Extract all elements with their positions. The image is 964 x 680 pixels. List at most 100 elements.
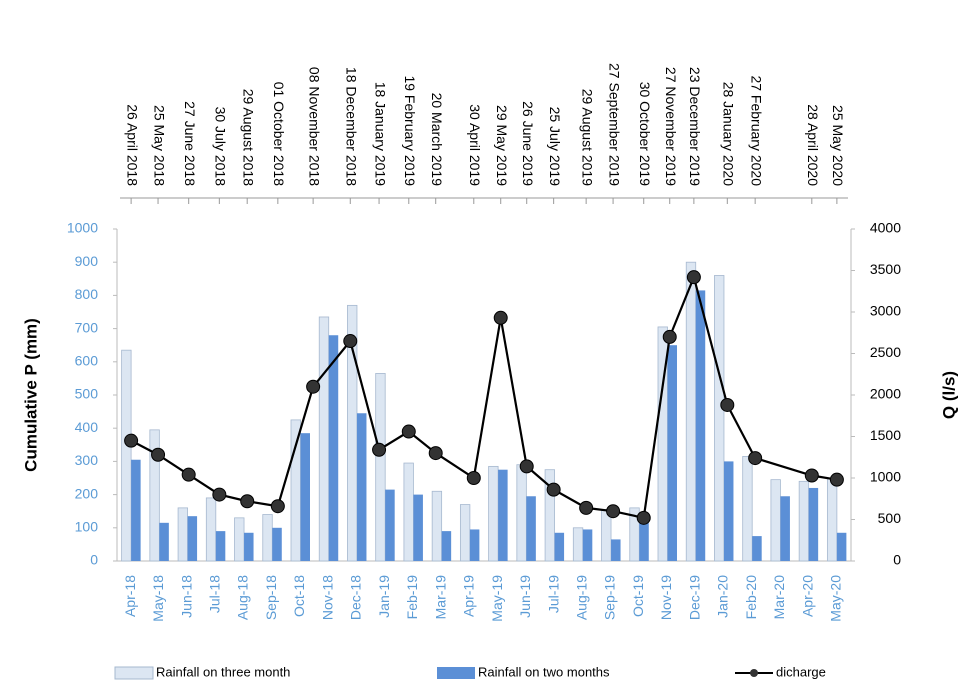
x-tick-label: Jan-20 — [715, 575, 731, 618]
x-tick-label: May-18 — [150, 575, 166, 622]
top-tick-label: 18 January 2019 — [372, 82, 388, 187]
y2-tick-label: 2000 — [870, 386, 901, 402]
top-tick-label: 29 August 2018 — [240, 89, 256, 187]
bar — [205, 497, 217, 562]
top-tick-label: 27 September 2019 — [606, 63, 622, 186]
point — [270, 499, 285, 514]
top-tick-label: 27 June 2018 — [182, 101, 198, 186]
bar — [469, 529, 480, 561]
y-tick-label: 900 — [75, 253, 99, 269]
point — [181, 467, 196, 482]
y-tick-label: 500 — [75, 386, 99, 402]
bar — [695, 290, 706, 561]
bar — [770, 479, 781, 562]
top-tick-label: 30 July 2018 — [213, 107, 229, 187]
point — [804, 468, 819, 483]
x-tick-label: Jun-19 — [517, 575, 533, 618]
bar — [177, 507, 188, 562]
top-tick-label: 01 October 2018 — [271, 82, 287, 187]
x-tick-label: Dec-18 — [348, 575, 364, 620]
y2-axis-title: Q (l/s) — [939, 371, 958, 419]
y2-tick-label: 500 — [878, 510, 902, 526]
y-tick-label: 200 — [75, 485, 99, 501]
y-tick-label: 700 — [75, 319, 99, 335]
point — [579, 500, 594, 515]
bar — [441, 531, 452, 561]
bar — [121, 349, 132, 562]
y-tick-label: 800 — [75, 286, 99, 302]
top-tick-label: 27 November 2019 — [663, 67, 679, 186]
bar — [582, 529, 593, 561]
top-tick-label: 25 May 2018 — [151, 105, 167, 186]
point — [124, 433, 139, 448]
top-tick-label: 29 May 2019 — [494, 105, 510, 186]
bar — [403, 462, 414, 562]
bar — [836, 532, 847, 561]
bar — [516, 464, 527, 562]
top-tick-label: 28 April 2020 — [805, 104, 821, 186]
x-tick-label: Nov-18 — [319, 575, 335, 620]
x-tick-label: Jan-19 — [376, 575, 392, 618]
bar — [131, 459, 141, 561]
bar — [685, 261, 697, 562]
legend-swatch — [437, 667, 475, 679]
point — [720, 397, 735, 412]
point — [401, 424, 416, 439]
y-tick-label: 100 — [75, 519, 99, 535]
bar — [639, 512, 649, 561]
top-tick-label: 28 January 2020 — [721, 82, 737, 187]
bar — [215, 531, 226, 561]
point — [466, 471, 481, 485]
x-tick-label: Jul-18 — [207, 575, 223, 613]
top-tick-label: 19 February 2019 — [402, 75, 418, 186]
x-tick-label: Aug-18 — [235, 575, 251, 620]
x-tick-label: May-19 — [489, 575, 505, 622]
bar — [149, 429, 160, 562]
x-tick-label: Sep-19 — [602, 575, 618, 620]
x-tick-label: Feb-20 — [743, 575, 759, 620]
bar — [459, 504, 471, 562]
top-tick-label: 18 December 2018 — [344, 67, 360, 186]
bar — [798, 480, 810, 562]
bar — [431, 490, 443, 562]
bar — [544, 469, 555, 562]
legend-label: Rainfall on two months — [478, 664, 610, 679]
top-tick-label: 30 April 2019 — [467, 104, 483, 186]
bar — [385, 489, 395, 561]
point — [306, 379, 321, 394]
bar — [244, 532, 254, 561]
point — [212, 487, 227, 502]
bar — [554, 532, 565, 561]
x-tick-label: Mar-20 — [771, 575, 787, 620]
bar — [780, 496, 790, 561]
y-tick-label: 1000 — [67, 220, 98, 236]
y2-tick-label: 0 — [893, 552, 901, 568]
point — [428, 446, 443, 461]
top-tick-label: 30 October 2019 — [637, 82, 653, 187]
point — [662, 329, 677, 344]
bar — [375, 373, 386, 562]
bar — [318, 316, 330, 562]
bar — [356, 413, 367, 561]
x-tick-label: May-20 — [828, 575, 844, 622]
y2-tick-label: 1500 — [870, 427, 901, 443]
x-tick-label: Apr-19 — [461, 575, 477, 617]
x-tick-label: Oct-18 — [291, 575, 307, 617]
y2-tick-label: 4000 — [870, 220, 901, 236]
point — [686, 270, 701, 285]
top-tick-label: 25 May 2020 — [830, 105, 846, 186]
top-tick-label: 27 February 2020 — [748, 75, 764, 186]
bar — [808, 487, 819, 561]
bar — [526, 496, 536, 561]
bar — [328, 335, 339, 561]
top-tick-label: 08 November 2018 — [306, 67, 322, 186]
point — [606, 504, 621, 519]
x-tick-label: Jun-18 — [178, 575, 194, 618]
point — [343, 334, 358, 349]
y-tick-label: 0 — [90, 552, 98, 568]
bar — [187, 516, 198, 561]
bar — [488, 465, 499, 562]
x-tick-label: Nov-19 — [658, 575, 674, 620]
bar — [262, 514, 273, 562]
y-tick-label: 600 — [75, 353, 99, 369]
